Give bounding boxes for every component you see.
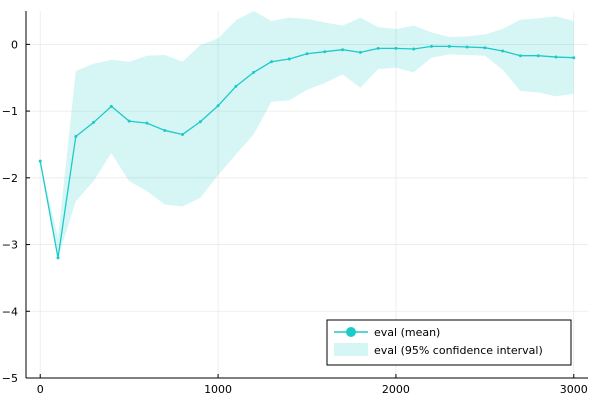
data-point-0-7	[163, 128, 167, 132]
axes	[25, 11, 588, 379]
x-tick-label-1: 1000	[204, 383, 232, 396]
x-tick-label-0: 0	[37, 383, 44, 396]
x-tick-label-2: 2000	[382, 383, 410, 396]
y-tick-label-4: −1	[2, 105, 18, 118]
data-point-0-4	[109, 104, 113, 108]
data-point-0-3	[92, 120, 96, 124]
data-point-0-25	[483, 46, 487, 50]
legend: eval (mean) eval (95% confidence interva…	[326, 319, 572, 366]
mean-line-layer	[38, 44, 576, 260]
confidence-band-0	[40, 11, 574, 258]
data-point-0-0	[38, 159, 42, 163]
data-point-0-29	[554, 55, 558, 59]
confidence-band-layer	[40, 11, 574, 258]
data-point-0-1	[56, 256, 60, 260]
data-point-0-20	[394, 46, 398, 50]
data-point-0-19	[376, 46, 380, 50]
legend-mean-marker-swatch	[346, 327, 356, 337]
legend-label-mean: eval (mean)	[374, 326, 440, 339]
data-point-0-12	[252, 70, 256, 74]
data-point-0-10	[216, 104, 220, 108]
data-point-0-21	[412, 47, 416, 51]
data-point-0-28	[536, 54, 540, 58]
data-point-0-11	[234, 84, 238, 88]
data-point-0-6	[145, 121, 149, 125]
data-point-0-5	[127, 119, 131, 123]
data-point-0-22	[429, 44, 433, 48]
legend-box	[326, 319, 572, 366]
data-point-0-15	[305, 52, 309, 56]
data-point-0-18	[358, 50, 362, 54]
data-point-0-26	[501, 49, 505, 53]
x-tick-label-3: 3000	[560, 383, 588, 396]
data-point-0-17	[341, 48, 345, 52]
y-tick-label-0: −5	[2, 372, 18, 385]
tick-labels: 0 1000 2000 3000 −5 −4 −3 −2 −1 0	[2, 38, 588, 396]
y-tick-label-5: 0	[11, 38, 18, 51]
data-point-0-27	[518, 54, 522, 58]
data-point-0-24	[465, 45, 469, 49]
legend-label-band: eval (95% confidence interval)	[374, 344, 543, 357]
legend-band-swatch	[334, 343, 368, 356]
data-point-0-23	[447, 44, 451, 48]
y-tick-label-3: −2	[2, 172, 18, 185]
data-point-0-9	[198, 120, 202, 124]
data-point-0-13	[269, 60, 273, 64]
data-point-0-8	[181, 132, 185, 136]
data-point-0-14	[287, 57, 291, 61]
y-tick-label-2: −3	[2, 239, 18, 252]
y-tick-label-1: −4	[2, 305, 18, 318]
data-point-0-2	[74, 134, 78, 138]
data-point-0-30	[572, 56, 576, 60]
data-point-0-16	[323, 50, 327, 54]
